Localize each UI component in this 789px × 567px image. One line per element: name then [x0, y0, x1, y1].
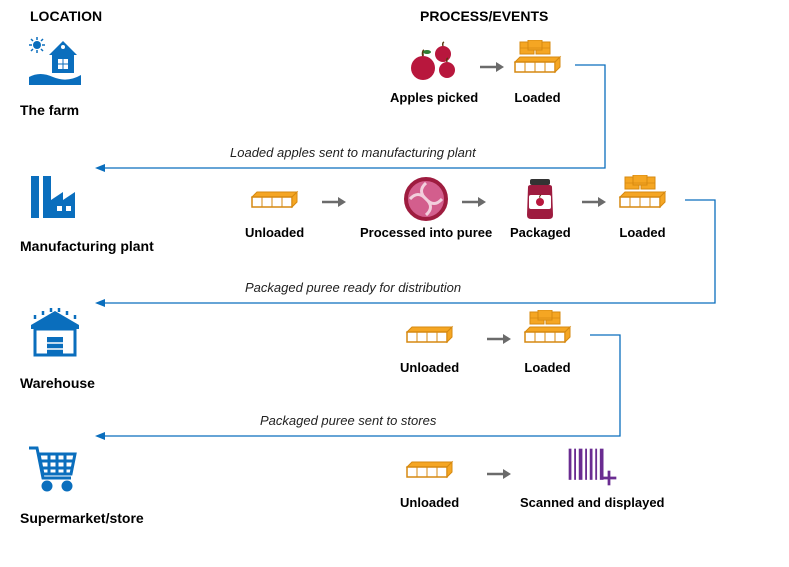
factory-icon — [25, 170, 85, 225]
barcode-icon — [565, 445, 620, 493]
process-apples: Apples picked — [390, 40, 478, 105]
unloaded-icon — [402, 445, 457, 493]
unloaded-icon — [402, 310, 457, 358]
header-location: LOCATION — [30, 8, 102, 24]
transition-label: Packaged puree ready for distribution — [245, 280, 461, 295]
transition-label: Packaged puree sent to stores — [260, 413, 436, 428]
farm-icon — [25, 35, 85, 90]
process-label: Loaded — [510, 90, 565, 105]
process-label: Unloaded — [400, 495, 459, 510]
loaded-icon — [520, 310, 575, 358]
cart-icon — [25, 440, 85, 495]
loaded-icon — [615, 175, 670, 223]
process-label: Loaded — [615, 225, 670, 240]
process-unloaded: Unloaded — [400, 445, 459, 510]
location-label: Manufacturing plant — [20, 238, 154, 254]
arrow-icon — [320, 195, 348, 209]
warehouse-icon — [25, 305, 85, 360]
process-unloaded: Unloaded — [400, 310, 459, 375]
location-label: Supermarket/store — [20, 510, 144, 526]
unloaded-icon — [247, 175, 302, 223]
arrow-icon — [478, 60, 506, 74]
arrow-icon — [580, 195, 608, 209]
process-label: Apples picked — [390, 90, 478, 105]
process-label: Unloaded — [400, 360, 459, 375]
process-label: Packaged — [510, 225, 571, 240]
process-label: Unloaded — [245, 225, 304, 240]
jar-icon — [513, 175, 568, 223]
location-label: Warehouse — [20, 375, 95, 391]
arrow-icon — [485, 332, 513, 346]
process-label: Processed into puree — [360, 225, 492, 240]
location-label: The farm — [20, 102, 79, 118]
process-unloaded: Unloaded — [245, 175, 304, 240]
loaded-icon — [510, 40, 565, 88]
puree-icon — [399, 175, 454, 223]
header-process: PROCESS/EVENTS — [420, 8, 548, 24]
process-label: Scanned and displayed — [520, 495, 665, 510]
transition-label: Loaded apples sent to manufacturing plan… — [230, 145, 476, 160]
apples-icon — [407, 40, 462, 88]
process-barcode: Scanned and displayed — [520, 445, 665, 510]
process-loaded: Loaded — [520, 310, 575, 375]
process-loaded: Loaded — [615, 175, 670, 240]
process-loaded: Loaded — [510, 40, 565, 105]
arrow-icon — [460, 195, 488, 209]
process-jar: Packaged — [510, 175, 571, 240]
process-label: Loaded — [520, 360, 575, 375]
arrow-icon — [485, 467, 513, 481]
